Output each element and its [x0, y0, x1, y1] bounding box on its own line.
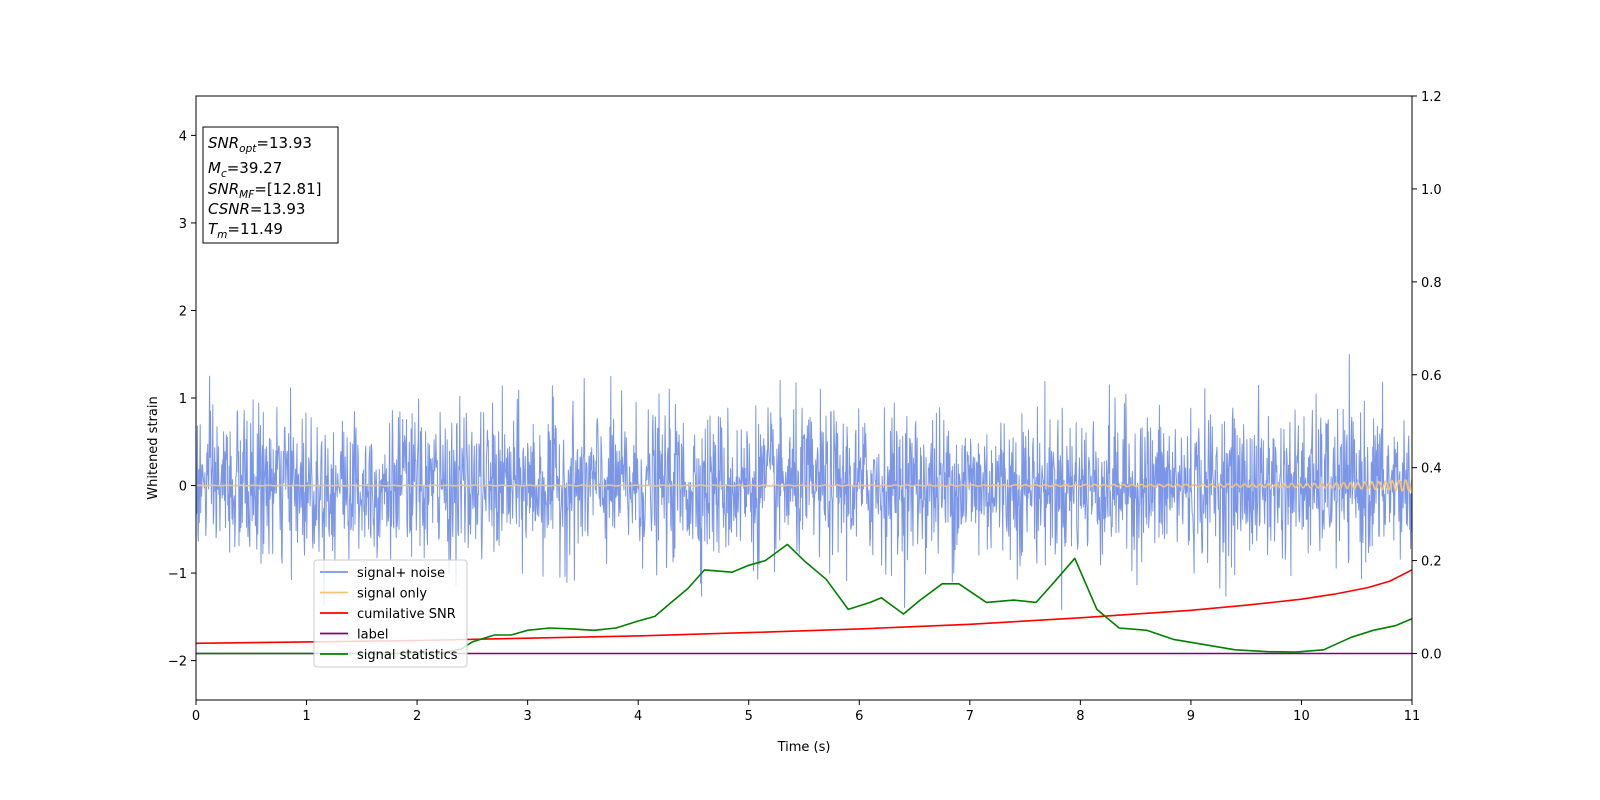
y2-tick-label: 0.6	[1421, 369, 1442, 384]
x-tick-label: 1	[302, 709, 310, 724]
annotation-symbol: SNR	[208, 134, 239, 152]
y-axis-label: Whitened strain	[146, 396, 161, 499]
annotation-subscript: opt	[239, 143, 257, 155]
annotation-value: =11.49	[227, 220, 283, 238]
y-tick-label: −2	[168, 655, 187, 670]
series-line-0	[196, 354, 1412, 611]
annotation-subscript: c	[221, 168, 227, 180]
annotation-subscript: m	[217, 229, 227, 241]
x-tick-label: 7	[966, 709, 974, 724]
x-tick-label: 10	[1293, 709, 1310, 724]
series-line-4	[196, 543, 1412, 655]
legend-entry: signal+ noise	[357, 566, 445, 581]
y-tick-label: 1	[179, 392, 187, 407]
annotation-symbol: SNR	[208, 180, 239, 198]
annotation-line: CSNR=13.93	[208, 200, 305, 218]
x-tick-label: 5	[745, 709, 753, 724]
annotation-symbol: T	[208, 220, 219, 238]
x-axis: 0 1 2 3 4 5 6 7 8 9 10 11	[192, 700, 1420, 724]
legend-entry: signal statistics	[357, 648, 458, 663]
y-tick-label: 3	[179, 217, 187, 232]
annotation-line: Mc=39.27	[208, 159, 282, 180]
x-tick-label: 9	[1187, 709, 1195, 724]
y-tick-label: 4	[179, 129, 187, 144]
x-tick-label: 4	[634, 709, 642, 724]
legend-entry: signal only	[357, 587, 427, 602]
y-axis-right: 0.0 0.2 0.4 0.6 0.8 1.0 1.2	[1412, 90, 1442, 663]
annotation-line: SNRMF=[12.81]	[208, 180, 322, 201]
annotation-value: =13.93	[256, 134, 312, 152]
y-tick-label: 2	[179, 304, 187, 319]
series-line-2	[196, 569, 1412, 645]
annotation-subscript: MF	[239, 189, 255, 201]
y-tick-label: 0	[179, 480, 187, 495]
legend-entry: cumilative SNR	[357, 607, 456, 622]
y2-tick-label: 0.2	[1421, 555, 1442, 570]
y2-tick-label: 1.0	[1421, 183, 1442, 198]
annotation-line: Tm=11.49	[208, 220, 283, 241]
y2-tick-label: 0.4	[1421, 462, 1442, 477]
y-axis-left: −2 −1 0 1 2 3 4	[168, 129, 196, 670]
legend-entry: label	[357, 628, 388, 643]
y2-tick-label: 0.0	[1421, 648, 1442, 663]
annotation-value: =39.27	[227, 159, 283, 177]
y2-tick-label: 1.2	[1421, 90, 1442, 105]
legend-frame	[313, 559, 468, 668]
x-tick-label: 0	[192, 709, 200, 724]
x-tick-label: 3	[523, 709, 531, 724]
annotation-line: SNRopt=13.93	[208, 134, 312, 155]
annotation-symbol: M	[208, 159, 221, 177]
annotation-symbol: CSNR	[208, 200, 250, 218]
x-tick-label: 11	[1404, 709, 1421, 724]
annotation-value: =[12.81]	[254, 180, 321, 198]
x-axis-label: Time (s)	[777, 740, 831, 755]
annotation-box: SNRopt=13.93Mc=39.27SNRMF=[12.81]CSNR=13…	[202, 126, 339, 244]
y-tick-label: −1	[168, 567, 187, 582]
annotation-frame	[202, 126, 339, 244]
x-tick-label: 2	[413, 709, 421, 724]
annotation-value: =13.93	[250, 200, 306, 218]
series-line-1	[196, 479, 1412, 493]
legend: signal+ noise signal only cumilative SNR la…	[313, 559, 468, 668]
x-tick-label: 8	[1076, 709, 1084, 724]
y2-tick-label: 0.8	[1421, 276, 1442, 291]
x-tick-label: 6	[855, 709, 863, 724]
